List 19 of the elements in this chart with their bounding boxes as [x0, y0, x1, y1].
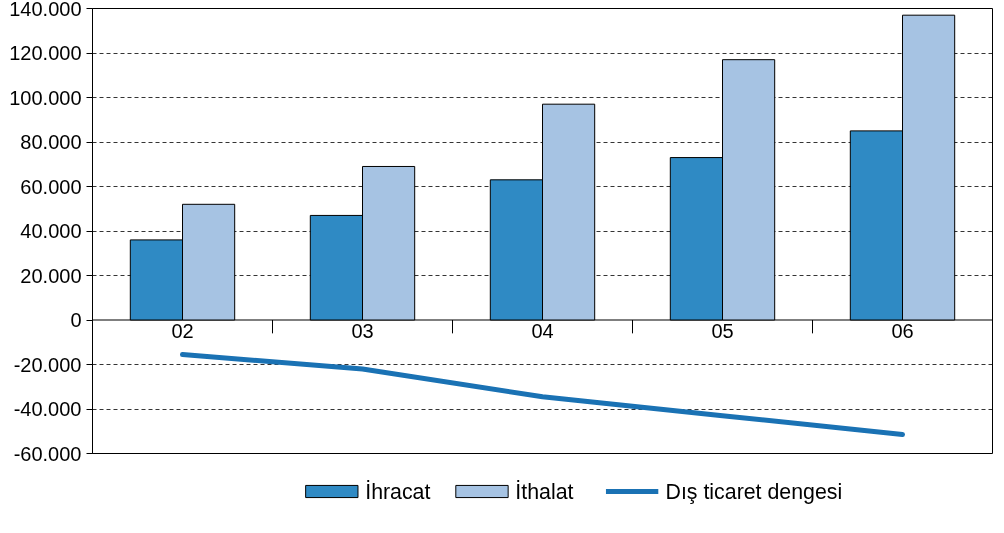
- x-tick-label: 03: [351, 320, 374, 342]
- y-tick-label: 100.000: [9, 86, 82, 109]
- y-tick-label: 40.000: [20, 220, 82, 242]
- y-tick-label: 120.000: [9, 42, 82, 64]
- x-tick-label: 06: [891, 320, 914, 342]
- x-tick-label: 02: [171, 320, 194, 342]
- y-tick-label: 0: [70, 309, 82, 331]
- legend-label: İhracat: [365, 479, 431, 504]
- legend-label: Dış ticaret dengesi: [665, 479, 843, 504]
- y-tick-label: -40.000: [13, 398, 82, 420]
- y-tick-label: 80.000: [20, 131, 82, 153]
- y-tick-label: 20.000: [20, 264, 82, 287]
- y-tick-label: -20.000: [13, 353, 82, 376]
- x-tick-label: 04: [531, 320, 554, 342]
- y-tick-label: 140.000: [9, 0, 82, 20]
- y-tick-label: 60.000: [20, 175, 82, 198]
- x-tick-label: 05: [711, 320, 734, 342]
- y-tick-label: -60.000: [13, 442, 82, 465]
- legend-label: İthalat: [515, 479, 574, 504]
